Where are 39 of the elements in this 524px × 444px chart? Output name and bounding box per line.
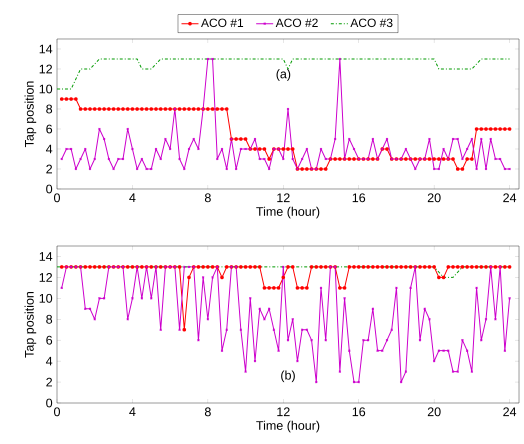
x-tick-label: 20 <box>428 193 441 202</box>
y-tick-label: 10 <box>40 84 52 94</box>
y-tick-label: 6 <box>46 124 52 134</box>
legend-label: ACO #3 <box>350 18 392 28</box>
x-tick-label: 16 <box>352 193 366 202</box>
y-tick-label: 12 <box>40 64 52 74</box>
x-tick-label: 20 <box>428 407 441 416</box>
y-tick-label: 10 <box>40 294 52 303</box>
x-tick-label: 8 <box>204 193 211 202</box>
y-axis-title: Tap position <box>24 81 36 148</box>
x-tick-label: 12 <box>277 193 290 202</box>
legend-label: ACO #2 <box>276 18 318 28</box>
y-tick-label: 4 <box>46 144 52 154</box>
x-tick-label: 12 <box>277 407 290 416</box>
x-tick-label: 0 <box>54 407 60 416</box>
y-tick-label: 14 <box>40 44 52 54</box>
y-tick-label: 2 <box>46 164 52 174</box>
x-tick-label: 8 <box>204 407 211 416</box>
y-tick-label: 0 <box>46 398 52 408</box>
y-tick-label: 0 <box>46 184 52 194</box>
y-tick-label: 2 <box>46 378 52 386</box>
y-tick-label: 14 <box>40 252 52 261</box>
x-tick-label: 24 <box>503 407 516 416</box>
y-axis-title: Tap position <box>24 292 36 358</box>
legend-label: ACO #1 <box>201 18 244 28</box>
y-tick-label: 12 <box>40 273 52 282</box>
annotation: (a) <box>276 69 290 81</box>
x-axis-title: Time (hour) <box>256 420 320 432</box>
x-axis-title: Time (hour) <box>256 206 320 218</box>
annotation: (b) <box>281 370 295 382</box>
y-tick-label: 6 <box>46 336 52 345</box>
y-tick-label: 8 <box>46 104 52 114</box>
y-tick-label: 8 <box>46 314 52 324</box>
x-tick-label: 24 <box>503 193 516 202</box>
x-tick-label: 4 <box>129 193 136 202</box>
x-tick-label: 16 <box>352 407 366 416</box>
x-tick-label: 0 <box>54 193 60 202</box>
x-tick-label: 4 <box>129 407 136 416</box>
y-tick-label: 4 <box>46 356 52 366</box>
